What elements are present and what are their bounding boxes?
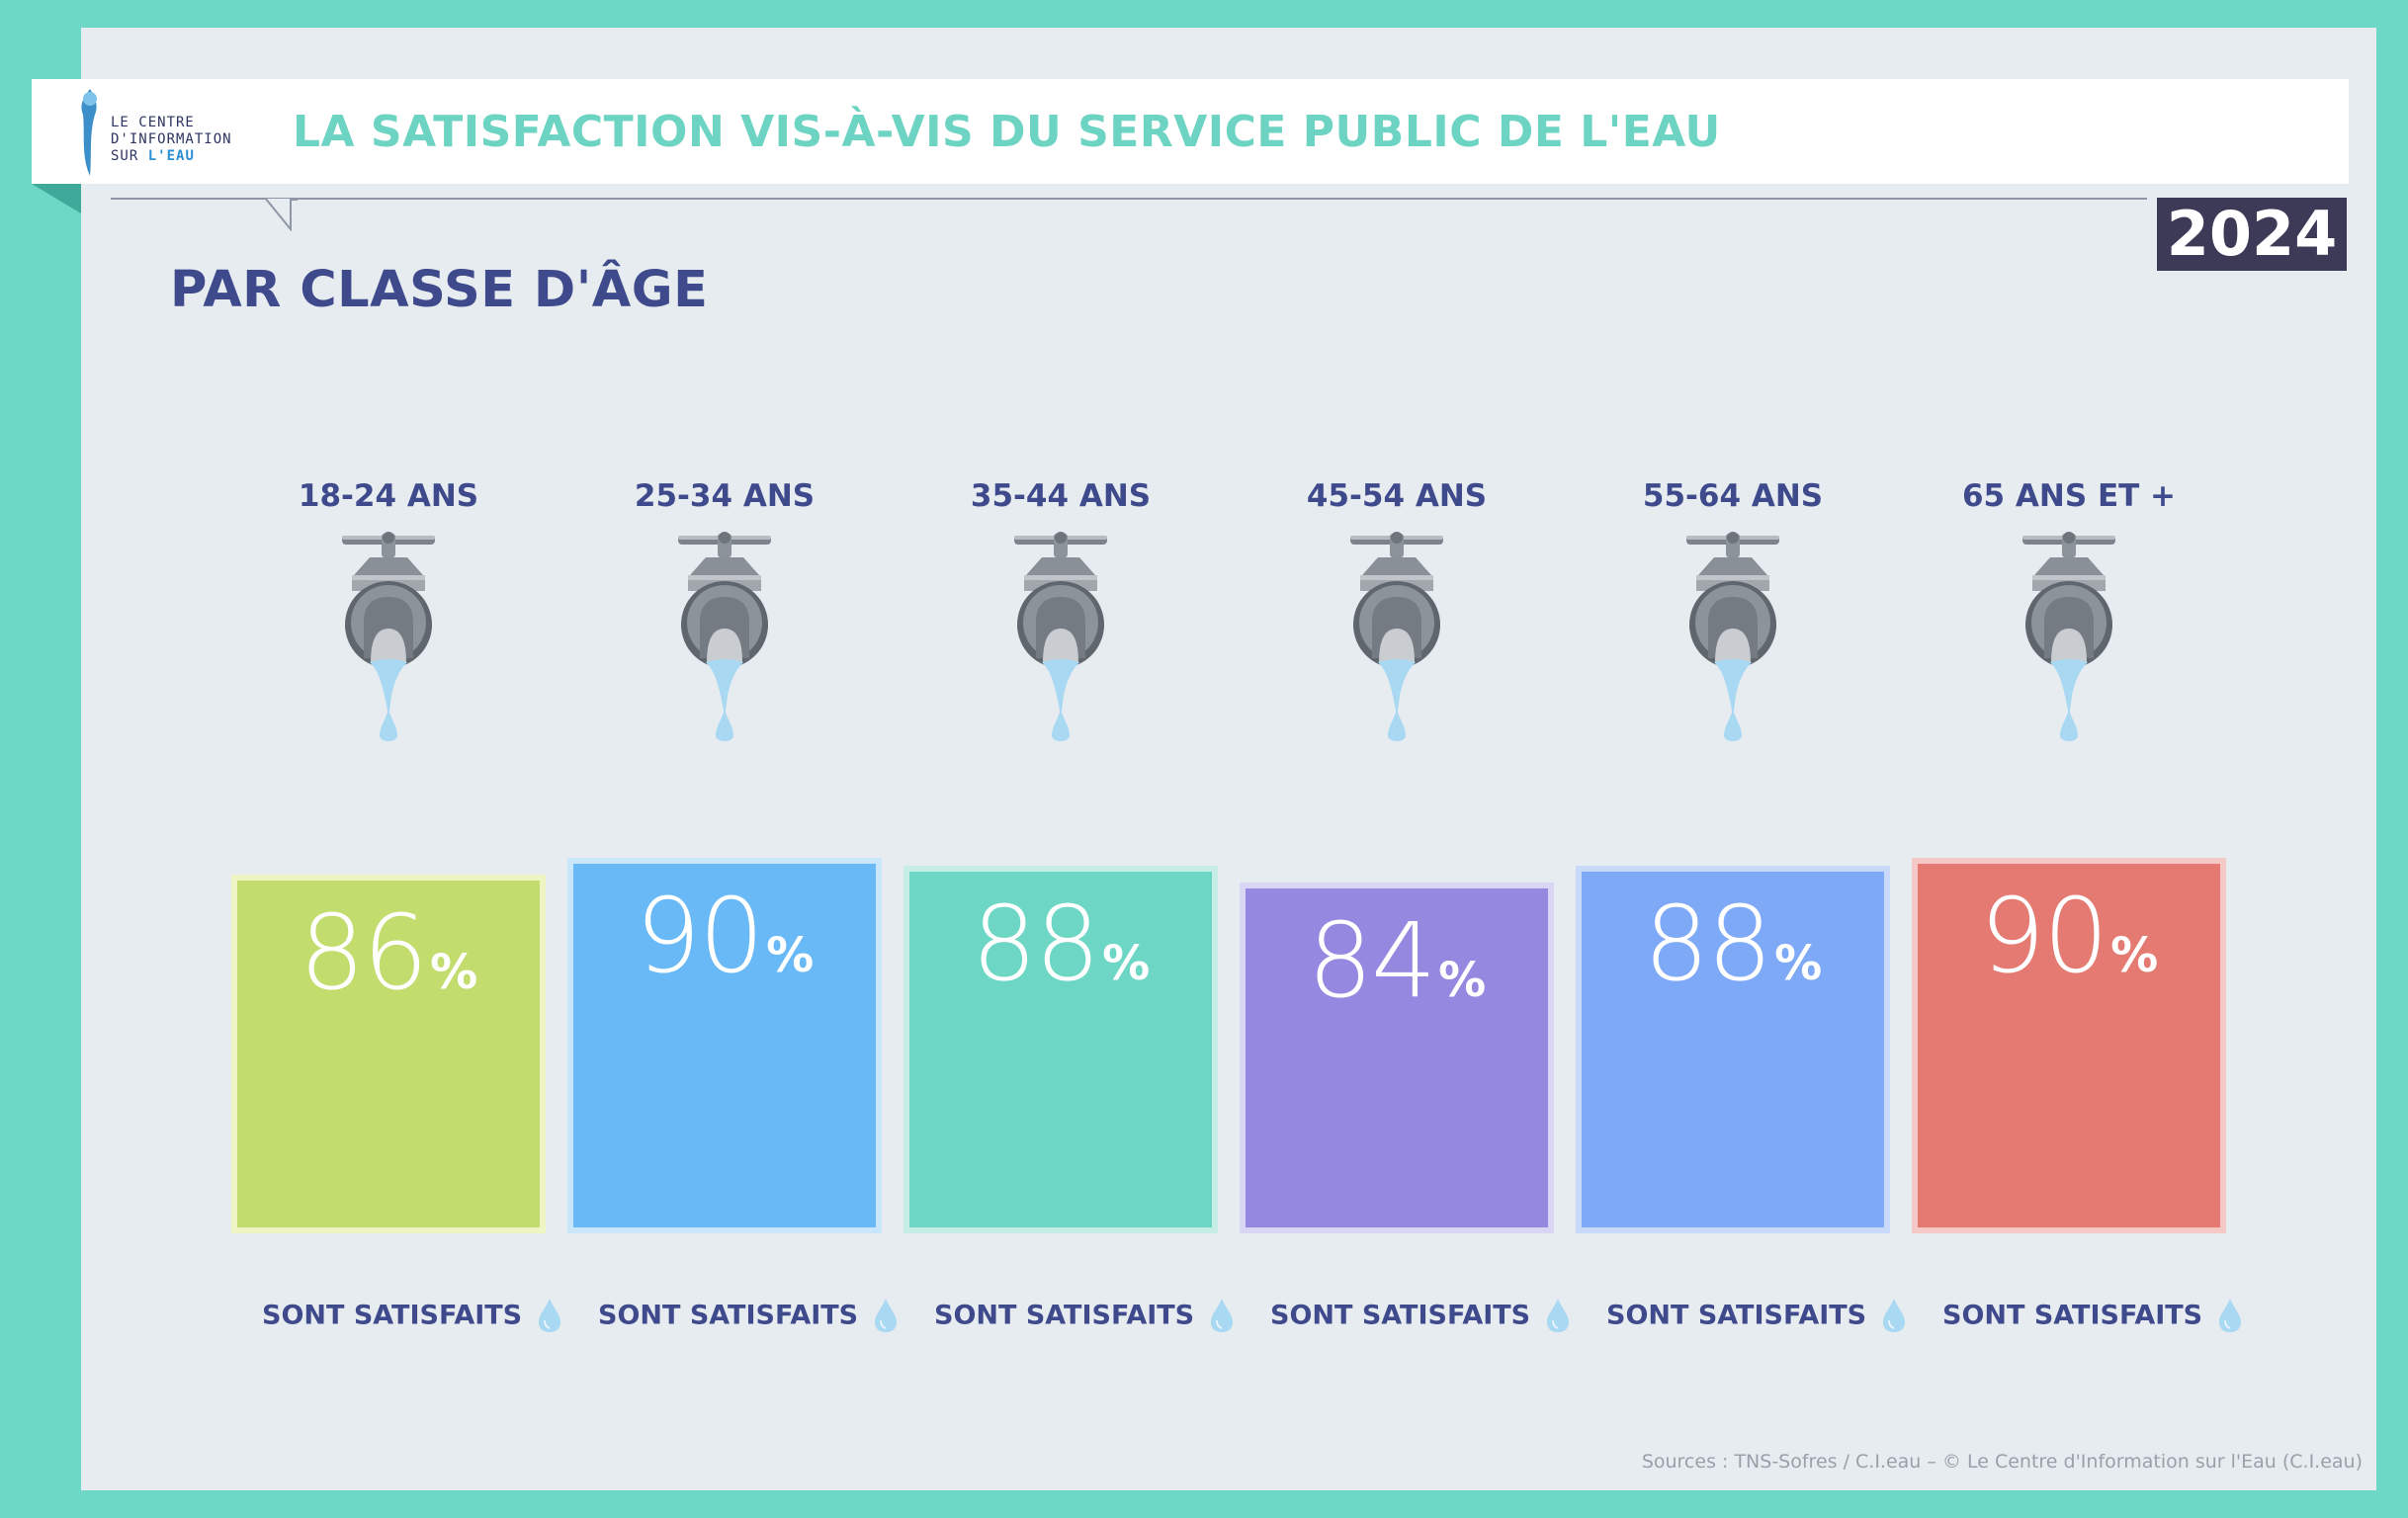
satisfied-caption: SONT SATISFAITS: [934, 1297, 1236, 1340]
logo-line-3: SUR L'EAU: [111, 148, 232, 165]
satisfied-caption: SONT SATISFAITS: [1942, 1297, 2244, 1340]
age-group-label: 25-34 ANS: [634, 478, 816, 514]
bar-value-unit: %: [1102, 936, 1151, 991]
banner-fold: [32, 184, 81, 213]
satisfied-caption: SONT SATISFAITS: [598, 1297, 900, 1340]
bar-value-number: 88: [1643, 884, 1772, 1004]
header-divider: [111, 198, 2147, 200]
faucet-icon: [670, 530, 779, 751]
satisfied-caption: SONT SATISFAITS: [1606, 1297, 1908, 1340]
age-group-label: 65 ANS ET +: [1961, 478, 2177, 514]
satisfaction-bar: 90%: [1912, 858, 2226, 1233]
water-drop-icon: [1208, 1297, 1236, 1334]
faucet-icon: [2015, 530, 2123, 751]
bar-value-label: 88%: [909, 884, 1212, 1004]
bar-value-unit: %: [2110, 928, 2159, 983]
satisfied-caption-text: SONT SATISFAITS: [1606, 1300, 1867, 1331]
water-drop-icon: [872, 1297, 900, 1334]
age-group-label: 45-54 ANS: [1306, 478, 1488, 514]
infographic-panel: [81, 28, 2376, 1490]
faucet-icon: [1678, 530, 1787, 751]
logo-line-1: LE CENTRE: [111, 115, 195, 130]
bar-value-number: 90: [635, 876, 764, 996]
logo-text: LE CENTRE D'INFORMATION SUR L'EAU: [111, 115, 232, 165]
bar-value-number: 88: [971, 884, 1100, 1004]
section-subtitle: PAR CLASSE D'ÂGE: [170, 261, 709, 319]
water-drop-icon: [1544, 1297, 1572, 1334]
source-note: Sources : TNS-Sofres / C.I.eau – © Le Ce…: [1641, 1451, 2363, 1473]
bar-value-unit: %: [766, 928, 815, 983]
divider-pointer: [263, 198, 298, 231]
faucet-icon: [1342, 530, 1451, 751]
satisfied-caption: SONT SATISFAITS: [262, 1297, 563, 1340]
faucet-icon: [334, 530, 443, 751]
bar-value-unit: %: [1438, 953, 1487, 1008]
logo-line-3b: L'EAU: [147, 148, 195, 164]
satisfied-caption-text: SONT SATISFAITS: [1270, 1300, 1531, 1331]
bar-value-label: 90%: [1918, 876, 2220, 996]
bar-value-label: 90%: [573, 876, 876, 996]
bar-value-label: 86%: [237, 892, 540, 1013]
satisfied-caption-text: SONT SATISFAITS: [1942, 1300, 2203, 1331]
satisfied-caption-text: SONT SATISFAITS: [598, 1300, 859, 1331]
age-group-label: 18-24 ANS: [298, 478, 479, 514]
satisfaction-bar: 88%: [1576, 866, 1890, 1233]
bar-value-number: 90: [1979, 876, 2108, 996]
satisfaction-bar: 88%: [903, 866, 1218, 1233]
year-badge: 2024: [2157, 198, 2347, 271]
title-banner: [32, 79, 2349, 184]
logo-line-2: D'INFORMATION: [111, 131, 232, 147]
logo-line-3a: SUR: [111, 148, 139, 164]
water-drop-icon: [536, 1297, 563, 1334]
bar-value-number: 86: [299, 892, 428, 1013]
bar-value-label: 84%: [1246, 900, 1548, 1021]
satisfied-caption-text: SONT SATISFAITS: [262, 1300, 523, 1331]
age-group-label: 55-64 ANS: [1642, 478, 1824, 514]
logo: LE CENTRE D'INFORMATION SUR L'EAU: [77, 85, 275, 180]
page-title: LA SATISFACTION VIS-À-VIS DU SERVICE PUB…: [293, 107, 1721, 157]
age-group-label: 35-44 ANS: [970, 478, 1152, 514]
bar-value-label: 88%: [1582, 884, 1884, 1004]
satisfaction-bar: 90%: [567, 858, 882, 1233]
faucet-icon: [1006, 530, 1115, 751]
logo-drop-icon: [81, 89, 97, 176]
water-drop-icon: [1880, 1297, 1908, 1334]
water-drop-icon: [2216, 1297, 2244, 1334]
bar-value-unit: %: [430, 945, 478, 1000]
satisfaction-bar: 86%: [231, 875, 546, 1233]
satisfaction-bar: 84%: [1240, 883, 1554, 1233]
bar-value-unit: %: [1774, 936, 1823, 991]
satisfied-caption-text: SONT SATISFAITS: [934, 1300, 1195, 1331]
bar-value-number: 84: [1307, 900, 1436, 1021]
satisfied-caption: SONT SATISFAITS: [1270, 1297, 1572, 1340]
